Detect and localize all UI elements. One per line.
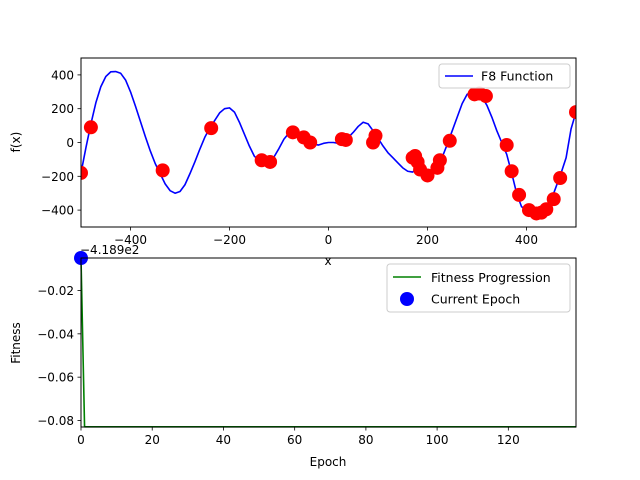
x-tick-label: −200 — [213, 233, 246, 247]
x-tick-label: 400 — [515, 233, 538, 247]
x-tick-label: 40 — [216, 433, 231, 447]
y-tick-label: −0.04 — [37, 327, 74, 341]
scatter-point — [553, 170, 568, 185]
bottom-y-offset-text: −4.189e2 — [80, 243, 139, 257]
top-axis-ticks: −400 −200 0 200 400 −400 −200 0 200 400 — [41, 68, 538, 247]
scatter-point — [420, 168, 435, 183]
y-tick-label: −0.08 — [37, 414, 74, 428]
top-legend-label: F8 Function — [481, 69, 553, 84]
scatter-point — [432, 153, 447, 168]
scatter-point — [478, 89, 493, 104]
series-line-f8-function — [81, 70, 576, 216]
scatter-point — [504, 164, 519, 179]
scatter-point — [499, 138, 514, 153]
scatter-point — [539, 202, 554, 217]
y-tick-label: −400 — [41, 204, 74, 218]
x-tick-label: 20 — [145, 433, 160, 447]
x-tick-label: 120 — [497, 433, 520, 447]
scatter-point — [368, 128, 383, 143]
scatter-point — [569, 105, 576, 120]
scatter-point — [81, 165, 88, 180]
x-tick-label: −400 — [114, 233, 147, 247]
bottom-legend: Fitness Progression Current Epoch — [386, 263, 571, 313]
scatter-point — [204, 121, 219, 136]
top-x-axis-label: x — [324, 254, 331, 268]
top-legend-box — [438, 63, 571, 89]
scatter-point — [442, 133, 457, 148]
bottom-x-axis-label: Epoch — [310, 455, 347, 469]
scatter-point — [338, 132, 353, 147]
scatter-point — [512, 187, 527, 202]
top-legend: F8 Function — [438, 63, 571, 89]
scatter-point — [263, 154, 278, 169]
top-chart: −400 −200 0 200 400 −400 −200 0 200 400 f(x) x F8… — [9, 57, 577, 268]
top-plot-area — [81, 70, 576, 221]
bottom-axis-ticks: 0 20 40 60 80 100 120 −0.02 −0.04 −0.06 −0.08 — [37, 284, 520, 447]
bottom-legend-marker-swatch — [400, 292, 414, 306]
y-tick-label: −0.02 — [37, 284, 74, 298]
x-tick-label: 100 — [426, 433, 449, 447]
y-tick-label: −0.06 — [37, 371, 74, 385]
top-y-axis-label: f(x) — [9, 132, 23, 153]
bottom-y-axis-label: Fitness — [9, 322, 23, 364]
scatter-point — [155, 163, 170, 178]
bottom-legend-box — [386, 263, 571, 313]
x-tick-label: 80 — [358, 433, 373, 447]
y-tick-label: −200 — [41, 170, 74, 184]
x-tick-label: 0 — [325, 233, 333, 247]
x-tick-label: 200 — [416, 233, 439, 247]
scatter-point — [83, 120, 98, 135]
y-tick-label: 0 — [66, 136, 74, 150]
scatter-point — [303, 135, 318, 150]
x-tick-label: 60 — [287, 433, 302, 447]
bottom-axes-frame — [80, 257, 577, 428]
bottom-chart: 0 20 40 60 80 100 120 −0.02 −0.04 −0.06 −0.08 −4.1… — [9, 243, 577, 469]
y-tick-label: 400 — [51, 68, 74, 82]
bottom-legend-label-epoch: Current Epoch — [431, 292, 520, 307]
x-tick-label: 0 — [77, 433, 85, 447]
scatter-point — [285, 125, 300, 140]
bottom-legend-label-fitness: Fitness Progression — [431, 270, 551, 285]
top-axes-frame — [80, 57, 577, 228]
y-tick-label: 200 — [51, 102, 74, 116]
scatter-point — [546, 192, 561, 207]
